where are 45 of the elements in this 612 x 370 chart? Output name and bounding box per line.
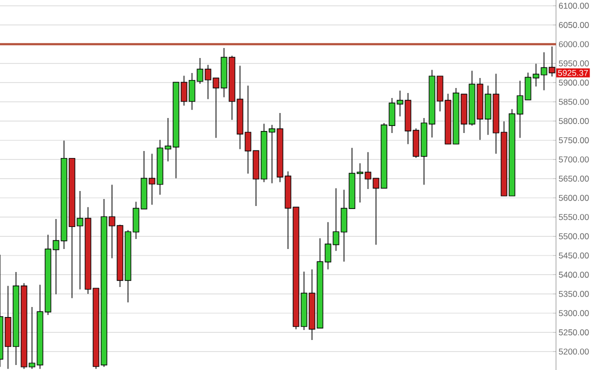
candlestick — [188, 72, 196, 110]
y-tick-label: 5850.00 — [558, 98, 589, 105]
candlestick — [364, 152, 372, 190]
candlestick — [516, 80, 524, 138]
candlestick — [524, 72, 532, 100]
candlestick — [372, 178, 380, 246]
y-tick-label: 5800.00 — [558, 118, 589, 124]
y-tick-label: 5750.00 — [558, 137, 589, 144]
y-tick-label: 6000.00 — [558, 41, 589, 48]
candlestick — [52, 218, 60, 295]
y-tick-label: 5900.00 — [558, 80, 589, 86]
candlestick — [212, 78, 220, 138]
candlestick — [196, 58, 204, 84]
candlestick — [180, 75, 188, 106]
candlestick — [28, 306, 36, 370]
candlestick — [388, 98, 396, 134]
candlestick — [164, 118, 172, 162]
y-tick-label: 5400.00 — [558, 272, 589, 278]
y-tick-label: 5200.00 — [558, 348, 589, 355]
candlestick — [540, 52, 548, 91]
y-tick-label: 5700.00 — [558, 156, 589, 162]
candlestick — [268, 124, 276, 184]
candlestick — [108, 184, 116, 259]
y-tick-label: 5450.00 — [558, 252, 589, 258]
y-tick-label: 5250.00 — [558, 329, 589, 336]
candlestick — [532, 63, 540, 87]
y-tick-label: 5500.00 — [558, 233, 589, 240]
candlestick — [244, 85, 252, 174]
candlestick — [76, 190, 84, 290]
y-tick-label: 5350.00 — [558, 290, 589, 297]
y-tick-label: 5600.00 — [558, 194, 589, 201]
candlestick — [148, 153, 156, 206]
y-tick-label: 5550.00 — [558, 214, 589, 220]
candlestick — [204, 64, 212, 100]
candlestick — [396, 90, 404, 117]
y-tick-label: 5300.00 — [558, 310, 589, 316]
y-tick-label: 6050.00 — [558, 22, 589, 28]
y-tick-label: 6100.00 — [558, 2, 589, 9]
y-tick-label: 5650.00 — [558, 176, 589, 182]
candlestick — [132, 201, 140, 240]
candlestick — [324, 222, 332, 270]
y-tick-label: 5950.00 — [558, 60, 589, 66]
candlestick — [332, 188, 340, 252]
candlestick — [340, 189, 348, 262]
text: 5925.37 — [558, 70, 588, 76]
